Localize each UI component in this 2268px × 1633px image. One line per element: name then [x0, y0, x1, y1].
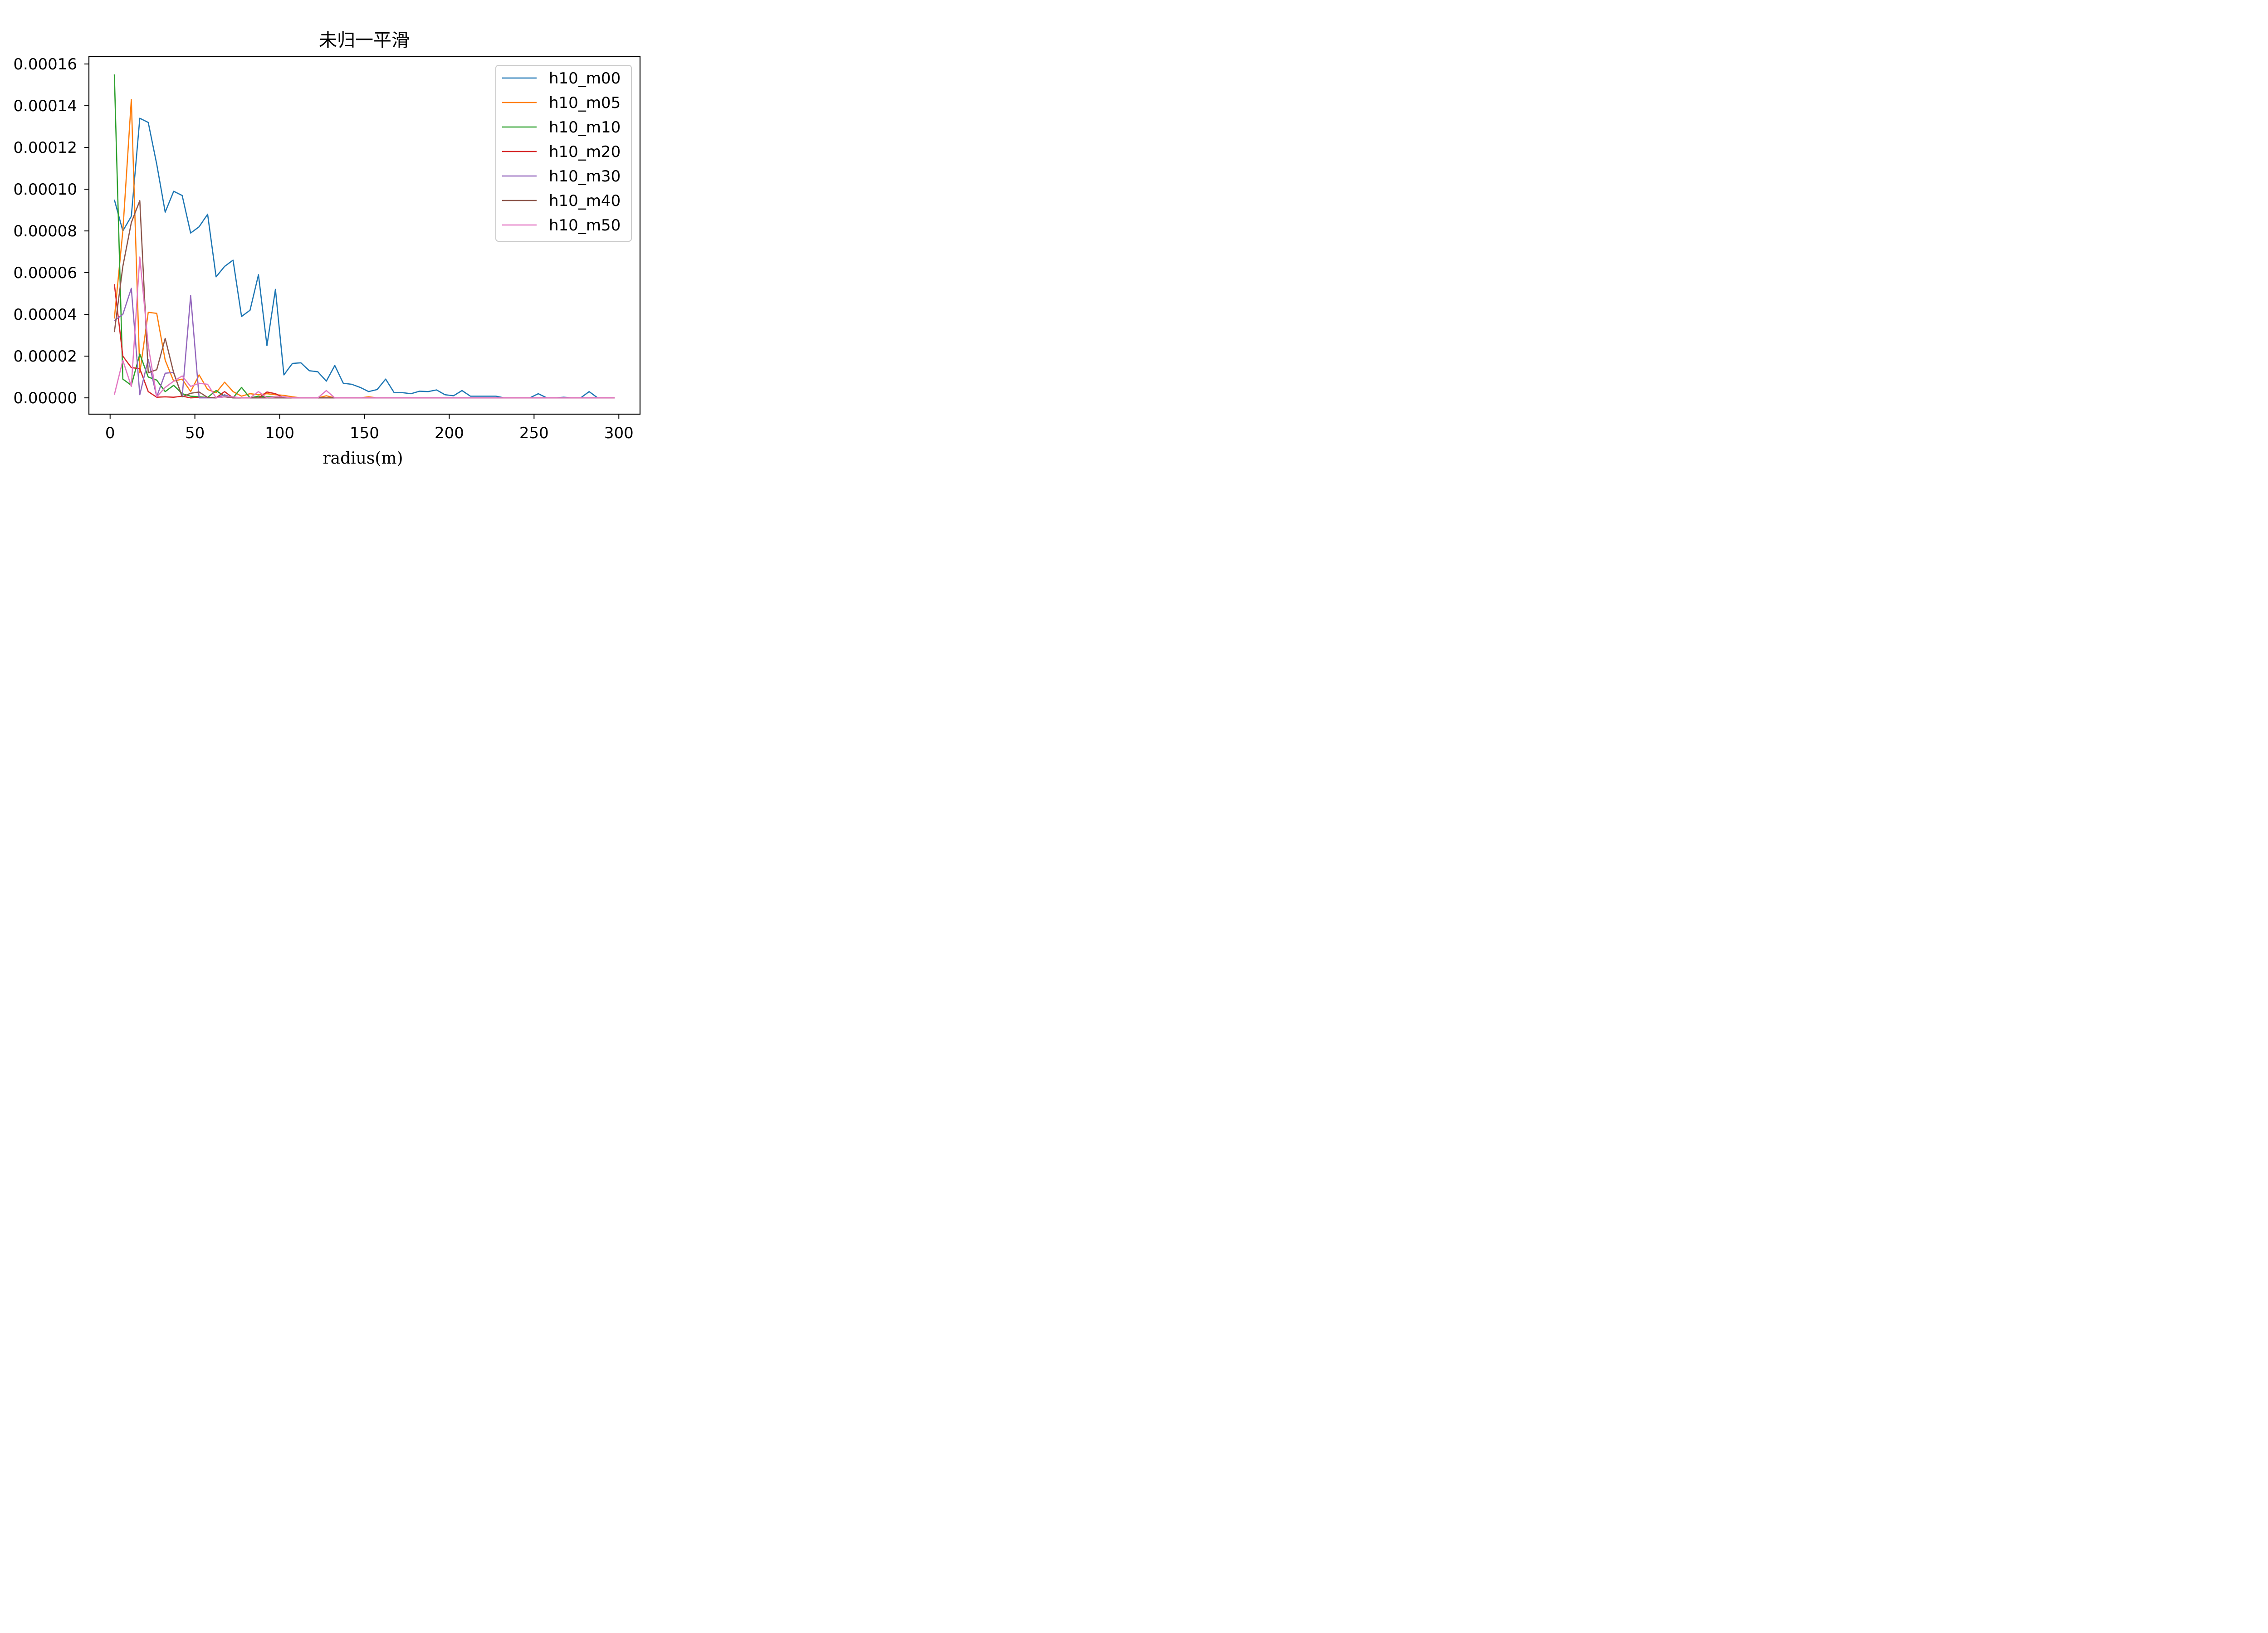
legend-label-h10_m10: h10_m10 [549, 118, 621, 137]
y-tick-label: 0.00004 [13, 306, 77, 324]
y-tick-label: 0.00016 [13, 55, 77, 73]
y-tick-label: 0.00000 [13, 389, 77, 407]
y-tick-label: 0.00014 [13, 97, 77, 115]
legend-label-h10_m40: h10_m40 [549, 192, 621, 210]
x-tick-label: 50 [185, 424, 205, 442]
legend-items: h10_m00 h10_m05 h10_m10 h10_m20 h10_m30 h10_m… [502, 69, 621, 235]
series-layer [113, 74, 615, 399]
series-line-h10_m00 [113, 117, 615, 399]
x-axis: 0 50 100 150 200 250 300 [105, 414, 634, 442]
chart-figure: 未归一平滑 0 50 100 150 200 250 300 0.000000.000020… [0, 0, 700, 467]
legend-label-h10_m50: h10_m50 [549, 216, 621, 235]
x-tick-label: 300 [604, 424, 634, 442]
legend-box [495, 65, 632, 242]
y-axis: 0.00000 0.00002 0.00004 0.00006 0.00008 0.000… [13, 55, 89, 407]
y-tick-label: 0.00012 [13, 139, 77, 157]
x-tick-label: 200 [435, 424, 464, 442]
x-tick-label: 250 [519, 424, 549, 442]
x-tick-label: 100 [265, 424, 294, 442]
x-tick-label: 0 [105, 424, 115, 442]
x-axis-label: radius(m) [323, 449, 403, 467]
x-tick-label: 150 [350, 424, 379, 442]
chart-title: 未归一平滑 [319, 30, 410, 51]
legend-label-h10_m20: h10_m20 [549, 143, 621, 161]
legend-label-h10_m00: h10_m00 [549, 69, 621, 88]
legend-label-h10_m05: h10_m05 [549, 94, 621, 112]
y-tick-label: 0.00008 [13, 222, 77, 240]
y-tick-label: 0.00006 [13, 264, 77, 282]
series-line-h10_m50 [113, 256, 615, 399]
y-tick-label: 0.00002 [13, 347, 77, 366]
y-tick-label: 0.00010 [13, 181, 77, 199]
legend-label-h10_m30: h10_m30 [549, 167, 621, 186]
legend: h10_m00 h10_m05 h10_m10 h10_m20 h10_m30 h10_m… [495, 65, 632, 242]
